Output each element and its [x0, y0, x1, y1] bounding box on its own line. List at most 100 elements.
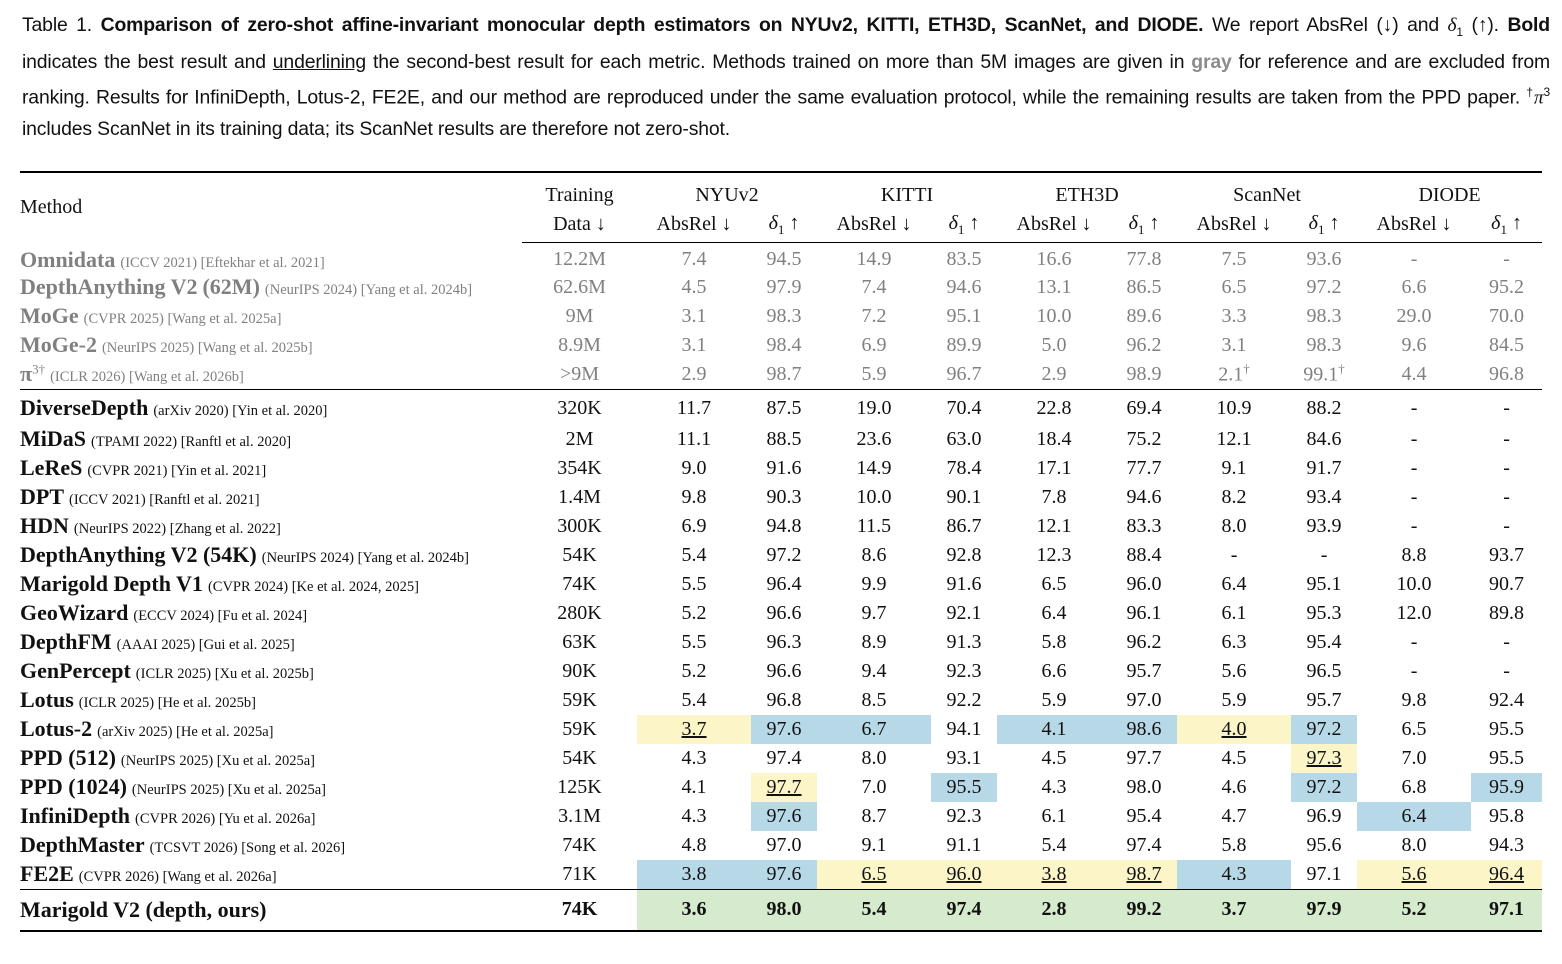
- delta1-value: 92.4: [1471, 686, 1542, 715]
- table-row: Lotus-2 (arXiv 2025) [He et al. 2025a] 59…: [20, 714, 1542, 744]
- delta-subscript: 1: [957, 221, 965, 237]
- delta1-value: 63.0: [931, 425, 997, 454]
- delta1-value: 98.4: [751, 331, 817, 360]
- method-venue: (NeurIPS 2025) [Xu et al. 2025a]: [131, 782, 327, 798]
- delta-symbol: δ: [948, 211, 958, 234]
- absrel-value: 4.5: [1177, 744, 1291, 773]
- method-name: MoGe-2: [20, 332, 97, 357]
- cell-value: 95.1: [1306, 572, 1342, 595]
- delta1-value: 94.3: [1471, 831, 1542, 860]
- cell-value: 3.6: [681, 898, 707, 920]
- absrel-value: 12.0: [1357, 599, 1471, 628]
- cell-value: -: [1503, 485, 1510, 508]
- method-cell: MoGe-2 (NeurIPS 2025) [Wang et al. 2025b…: [20, 331, 522, 360]
- absrel-value: 8.6: [817, 541, 931, 570]
- table-row: DepthMaster (TCSVT 2026) [Song et al. 20…: [20, 831, 1542, 860]
- cell-value: 93.1: [946, 746, 982, 769]
- absrel-value: 5.4: [637, 686, 751, 715]
- delta1-value: 97.9: [751, 273, 817, 302]
- cell-value: 11.7: [676, 396, 712, 419]
- method-cell: MiDaS (TPAMI 2022) [Ranftl et al. 2020]: [20, 425, 522, 454]
- caption-gray-word: gray: [1191, 51, 1232, 74]
- cell-value: 4.3: [1041, 775, 1067, 798]
- cell-value: 96.6: [766, 659, 802, 682]
- cell-value: 88.5: [766, 427, 802, 450]
- absrel-value: 3.1: [1177, 331, 1291, 360]
- training-data-cell: 90K: [562, 659, 597, 682]
- method-venue: (ICCV 2021) [Eftekhar et al. 2021]: [120, 254, 325, 271]
- method-name: DepthAnything V2 (54K): [20, 542, 257, 567]
- cell-value: 95.4: [1306, 630, 1342, 653]
- cell-value: 10.0: [856, 485, 892, 508]
- delta1-value: 92.2: [931, 686, 997, 715]
- delta1-value: 97.6: [751, 801, 817, 831]
- method-venue: (CVPR 2026) [Wang et al. 2026a]: [78, 869, 277, 885]
- caption-delta: δ: [1447, 15, 1457, 36]
- cell-value: 13.1: [1036, 275, 1072, 298]
- cell-value: -: [1410, 630, 1418, 653]
- cell-value: 4.1: [1041, 717, 1067, 740]
- cell-value: 94.5: [766, 248, 802, 271]
- cell-value: 7.4: [861, 275, 887, 298]
- cell-value: -: [1410, 456, 1418, 479]
- delta1-value: 97.4: [931, 888, 998, 932]
- cell-value: 3.1: [681, 333, 707, 356]
- table-row: DepthFM (AAAI 2025) [Gui et al. 2025] 63K…: [20, 628, 1542, 657]
- header-delta1: δ1 ↑: [1471, 207, 1543, 243]
- delta1-value: 97.2: [1291, 273, 1357, 302]
- cell-value: 91.1: [946, 833, 982, 856]
- delta1-value: 93.4: [1291, 483, 1357, 512]
- header-delta1: δ1 ↑: [751, 207, 817, 243]
- cell-value: 6.5: [1401, 717, 1427, 740]
- absrel-value: 6.4: [1357, 801, 1472, 831]
- cell-value: 5.9: [861, 362, 887, 385]
- cell-value: 91.3: [946, 630, 982, 653]
- table-body: Omnidata (ICCV 2021) [Eftekhar et al. 20…: [20, 243, 1543, 932]
- delta1-value: 94.1: [931, 715, 997, 744]
- absrel-value: -: [1357, 425, 1471, 454]
- training-data-cell: 8.9M: [558, 333, 601, 356]
- absrel-value: 12.1: [997, 512, 1111, 541]
- delta1-value: 97.2: [1291, 714, 1358, 744]
- cell-value: 96.0: [1126, 572, 1162, 595]
- cell-value: 8.0: [1401, 833, 1427, 856]
- cell-value: 97.1: [1306, 862, 1342, 885]
- cell-value: 6.3: [1221, 630, 1247, 653]
- cell-value: 18.4: [1036, 427, 1072, 450]
- absrel-value: 10.0: [997, 302, 1111, 331]
- delta1-value: 94.5: [751, 243, 817, 273]
- cell-value: -: [1230, 543, 1238, 566]
- cell-value: 86.7: [946, 514, 982, 537]
- cell-value: 84.5: [1489, 333, 1525, 356]
- method-cell: DiverseDepth (arXiv 2020) [Yin et al. 20…: [20, 388, 522, 425]
- table-row: FE2E (CVPR 2026) [Wang et al. 2026a] 71K 3…: [20, 859, 1543, 889]
- delta1-value: 97.7: [751, 772, 817, 802]
- method-venue: (NeurIPS 2025) [Wang et al. 2025b]: [101, 340, 313, 356]
- table-row: Lotus (ICLR 2025) [He et al. 2025b] 59K 5.…: [20, 686, 1542, 715]
- delta1-value: 88.5: [751, 425, 817, 454]
- absrel-value: 6.5: [817, 859, 931, 889]
- absrel-value: 6.5: [1357, 715, 1471, 744]
- cell-value: -: [1410, 659, 1418, 682]
- method-venue: (NeurIPS 2024) [Yang et al. 2024b]: [264, 282, 473, 298]
- cell-value: -: [1503, 456, 1510, 479]
- cell-value: 89.8: [1489, 601, 1525, 624]
- cell-value: 95.5: [1489, 717, 1525, 740]
- training-data-cell: 54K: [562, 543, 597, 566]
- absrel-value: 4.4: [1357, 360, 1471, 390]
- cell-value: 90.7: [1489, 572, 1525, 595]
- delta1-value: 98.0: [1111, 773, 1177, 802]
- delta1-value: 86.7: [931, 512, 997, 541]
- cell-value: 16.6: [1036, 248, 1072, 271]
- absrel-value: 9.8: [1357, 686, 1471, 715]
- cell-value: 6.1: [1041, 804, 1067, 827]
- training-data-cell: 125K: [557, 775, 602, 798]
- training-data-cell: 71K: [562, 862, 597, 885]
- delta1-value: -: [1471, 243, 1542, 273]
- training-data-cell: 74K: [562, 833, 597, 856]
- delta1-value: 97.0: [1111, 686, 1177, 715]
- cell-value: 89.6: [1126, 304, 1162, 327]
- cell-value: 98.6: [1126, 717, 1162, 740]
- cell-value: 7.4: [681, 248, 707, 271]
- delta1-value: 98.3: [1291, 331, 1357, 360]
